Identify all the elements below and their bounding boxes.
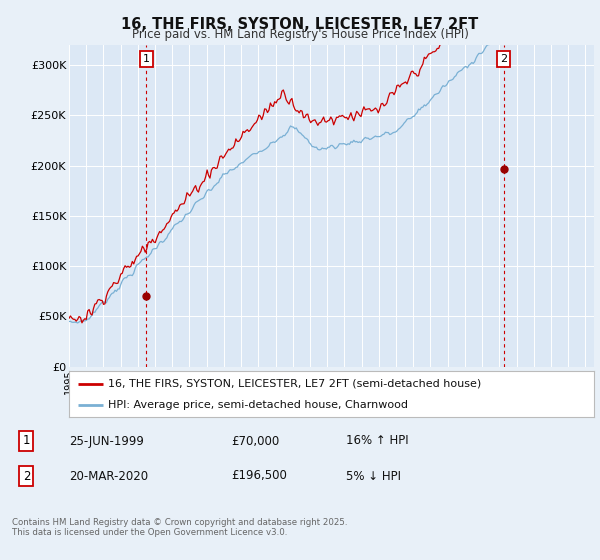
Text: 1: 1 bbox=[23, 435, 30, 447]
Text: 2: 2 bbox=[23, 469, 30, 483]
Text: 20-MAR-2020: 20-MAR-2020 bbox=[70, 469, 149, 483]
Text: 16, THE FIRS, SYSTON, LEICESTER, LE7 2FT: 16, THE FIRS, SYSTON, LEICESTER, LE7 2FT bbox=[121, 17, 479, 32]
Text: 25-JUN-1999: 25-JUN-1999 bbox=[70, 435, 145, 447]
Text: Price paid vs. HM Land Registry's House Price Index (HPI): Price paid vs. HM Land Registry's House … bbox=[131, 28, 469, 41]
Text: 1: 1 bbox=[143, 54, 150, 64]
Text: HPI: Average price, semi-detached house, Charnwood: HPI: Average price, semi-detached house,… bbox=[109, 400, 409, 410]
Text: 2: 2 bbox=[500, 54, 507, 64]
Text: Contains HM Land Registry data © Crown copyright and database right 2025.
This d: Contains HM Land Registry data © Crown c… bbox=[12, 518, 347, 538]
Text: £70,000: £70,000 bbox=[231, 435, 279, 447]
Text: £196,500: £196,500 bbox=[231, 469, 287, 483]
Text: 16, THE FIRS, SYSTON, LEICESTER, LE7 2FT (semi-detached house): 16, THE FIRS, SYSTON, LEICESTER, LE7 2FT… bbox=[109, 379, 482, 389]
Text: 5% ↓ HPI: 5% ↓ HPI bbox=[346, 469, 401, 483]
Text: 16% ↑ HPI: 16% ↑ HPI bbox=[346, 435, 409, 447]
